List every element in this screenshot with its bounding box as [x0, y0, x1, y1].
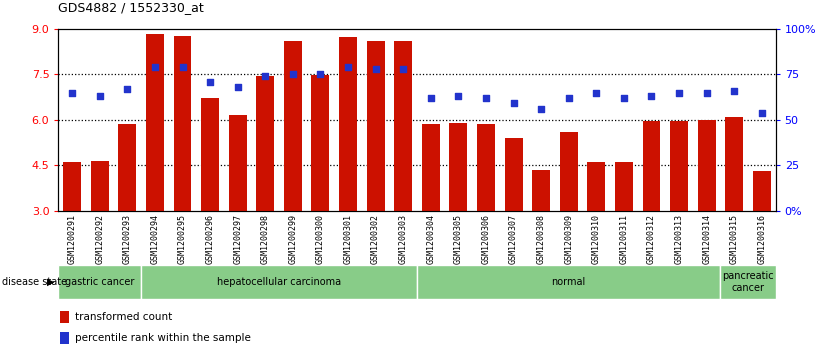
Point [286, 72, 299, 77]
Text: disease state: disease state [2, 277, 67, 287]
Bar [311, 75, 329, 211]
Bar [58, 265, 141, 299]
Text: GSM1200301: GSM1200301 [344, 214, 353, 264]
Point [314, 72, 327, 77]
Text: GSM1200303: GSM1200303 [399, 214, 408, 264]
Text: GSM1200296: GSM1200296 [206, 214, 214, 264]
Point [341, 64, 354, 70]
Point [535, 106, 548, 112]
Point [562, 95, 575, 101]
Point [66, 90, 79, 95]
Bar [477, 125, 495, 211]
Point [480, 95, 493, 101]
Text: GSM1200298: GSM1200298 [261, 214, 269, 264]
Bar [726, 117, 743, 211]
Point [148, 64, 162, 70]
Text: GSM1200309: GSM1200309 [565, 214, 573, 264]
Bar [118, 125, 136, 211]
Point [645, 93, 658, 99]
Text: GSM1200291: GSM1200291 [68, 214, 77, 264]
Bar [339, 37, 357, 211]
Bar [505, 138, 523, 211]
Point [507, 101, 520, 106]
Point [617, 95, 631, 101]
Text: GSM1200306: GSM1200306 [481, 214, 490, 264]
Text: percentile rank within the sample: percentile rank within the sample [74, 333, 250, 343]
Text: GSM1200302: GSM1200302 [371, 214, 380, 264]
Text: GSM1200314: GSM1200314 [702, 214, 711, 264]
Bar [201, 98, 219, 211]
Bar [422, 125, 440, 211]
Bar [721, 265, 776, 299]
Point [590, 90, 603, 95]
Point [700, 90, 713, 95]
Bar [284, 41, 302, 211]
Text: GSM1200312: GSM1200312 [647, 214, 656, 264]
Text: GSM1200304: GSM1200304 [426, 214, 435, 264]
Point [176, 64, 189, 70]
Text: GSM1200307: GSM1200307 [509, 214, 518, 264]
Text: GSM1200292: GSM1200292 [95, 214, 104, 264]
Point [672, 90, 686, 95]
Text: transformed count: transformed count [74, 312, 172, 322]
Point [425, 95, 438, 101]
Text: GSM1200299: GSM1200299 [289, 214, 298, 264]
Point [203, 79, 217, 85]
Text: GSM1200293: GSM1200293 [123, 214, 132, 264]
Text: GSM1200313: GSM1200313 [675, 214, 684, 264]
Bar [670, 121, 688, 211]
Text: GSM1200316: GSM1200316 [757, 214, 766, 264]
Bar [532, 170, 550, 211]
Bar [394, 41, 412, 211]
Text: GDS4882 / 1552330_at: GDS4882 / 1552330_at [58, 1, 204, 15]
Point [755, 110, 768, 115]
Bar [642, 121, 661, 211]
Point [369, 66, 382, 72]
Text: GSM1200308: GSM1200308 [536, 214, 545, 264]
Bar [229, 115, 247, 211]
Text: pancreatic
cancer: pancreatic cancer [722, 272, 774, 293]
Bar [146, 34, 164, 211]
Text: GSM1200310: GSM1200310 [592, 214, 600, 264]
Point [452, 93, 465, 99]
Bar [698, 120, 716, 211]
Point [93, 93, 107, 99]
Text: GSM1200311: GSM1200311 [620, 214, 628, 264]
Text: GSM1200300: GSM1200300 [316, 214, 325, 264]
Point [231, 84, 244, 90]
Bar [60, 332, 69, 344]
Bar [753, 171, 771, 211]
Text: GSM1200295: GSM1200295 [178, 214, 187, 264]
Bar [367, 41, 384, 211]
Bar [63, 162, 81, 211]
Text: normal: normal [551, 277, 585, 287]
Point [259, 73, 272, 79]
Bar [587, 162, 605, 211]
Bar [256, 76, 274, 211]
Text: GSM1200297: GSM1200297 [234, 214, 242, 264]
Text: GSM1200305: GSM1200305 [454, 214, 463, 264]
Bar [91, 160, 108, 211]
Bar [615, 162, 633, 211]
Text: hepatocellular carcinoma: hepatocellular carcinoma [217, 277, 341, 287]
Bar [450, 123, 467, 211]
Point [121, 86, 134, 92]
Point [396, 66, 409, 72]
Text: GSM1200315: GSM1200315 [730, 214, 739, 264]
Text: gastric cancer: gastric cancer [65, 277, 134, 287]
Bar [417, 265, 721, 299]
Point [727, 88, 741, 94]
Bar [60, 311, 69, 323]
Text: GSM1200294: GSM1200294 [150, 214, 159, 264]
Text: ▶: ▶ [47, 277, 54, 287]
Bar [141, 265, 417, 299]
Bar [560, 132, 578, 211]
Bar [173, 36, 192, 211]
